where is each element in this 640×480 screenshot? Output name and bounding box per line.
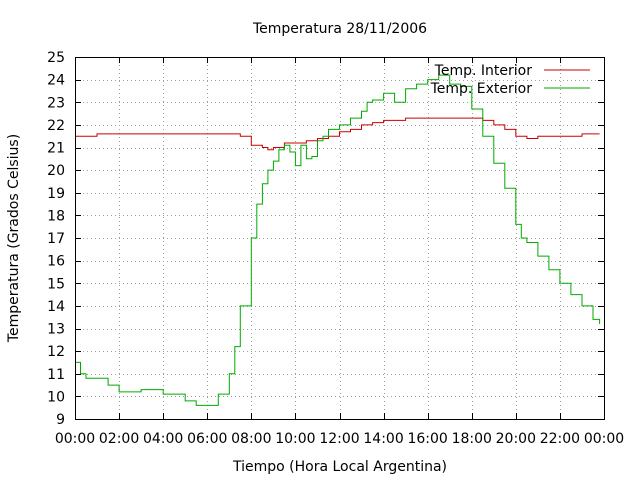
- x-tick-label: 22:00: [540, 431, 580, 447]
- series-line-exterior: [75, 74, 601, 406]
- y-tick-label: 19: [47, 186, 65, 202]
- chart-title: Temperatura 28/11/2006: [252, 21, 427, 37]
- y-tick-label: 24: [47, 73, 65, 89]
- y-tick-label: 17: [47, 231, 65, 247]
- y-tick-label: 16: [47, 254, 65, 270]
- tick-labels: 00:00 02:00 04:00 06:00 08:00 10:00 12:00 14:00…: [47, 50, 624, 447]
- x-tick-label: 16:00: [407, 431, 447, 447]
- y-tick-label: 25: [47, 50, 65, 66]
- ticks: [75, 57, 605, 420]
- series-line-interior: [75, 117, 600, 151]
- grid: [75, 57, 604, 419]
- y-tick-label: 15: [47, 276, 65, 292]
- y-tick-label: 20: [47, 163, 65, 179]
- y-tick-label: 12: [47, 344, 65, 360]
- legend: Temp. Interior Temp. Exterior: [430, 63, 590, 97]
- x-tick-label: 02:00: [99, 431, 139, 447]
- x-tick-label: 06:00: [187, 431, 227, 447]
- y-tick-label: 9: [56, 412, 65, 428]
- x-tick-label: 14:00: [363, 431, 403, 447]
- legend-label-exterior: Temp. Exterior: [430, 81, 533, 97]
- y-axis-title: Temperatura (Grados Celsius): [6, 134, 22, 343]
- y-tick-label: 14: [47, 299, 65, 315]
- x-tick-label: 08:00: [231, 431, 271, 447]
- y-tick-label: 11: [47, 367, 65, 383]
- x-tick-label: 04:00: [143, 431, 183, 447]
- x-tick-label: 10:00: [275, 431, 315, 447]
- x-axis-title: Tiempo (Hora Local Argentina): [232, 459, 447, 475]
- x-tick-label: 12:00: [319, 431, 359, 447]
- y-tick-label: 18: [47, 208, 65, 224]
- x-tick-label: 00:00: [55, 431, 95, 447]
- y-tick-label: 22: [47, 118, 65, 134]
- series-group: [75, 74, 601, 406]
- x-tick-label: 00:00: [584, 431, 624, 447]
- y-tick-label: 10: [47, 389, 65, 405]
- y-tick-label: 21: [47, 141, 65, 157]
- x-tick-label: 20:00: [496, 431, 536, 447]
- legend-label-interior: Temp. Interior: [434, 63, 533, 79]
- y-tick-label: 13: [47, 322, 65, 338]
- y-tick-label: 23: [47, 95, 65, 111]
- x-tick-label: 18:00: [452, 431, 492, 447]
